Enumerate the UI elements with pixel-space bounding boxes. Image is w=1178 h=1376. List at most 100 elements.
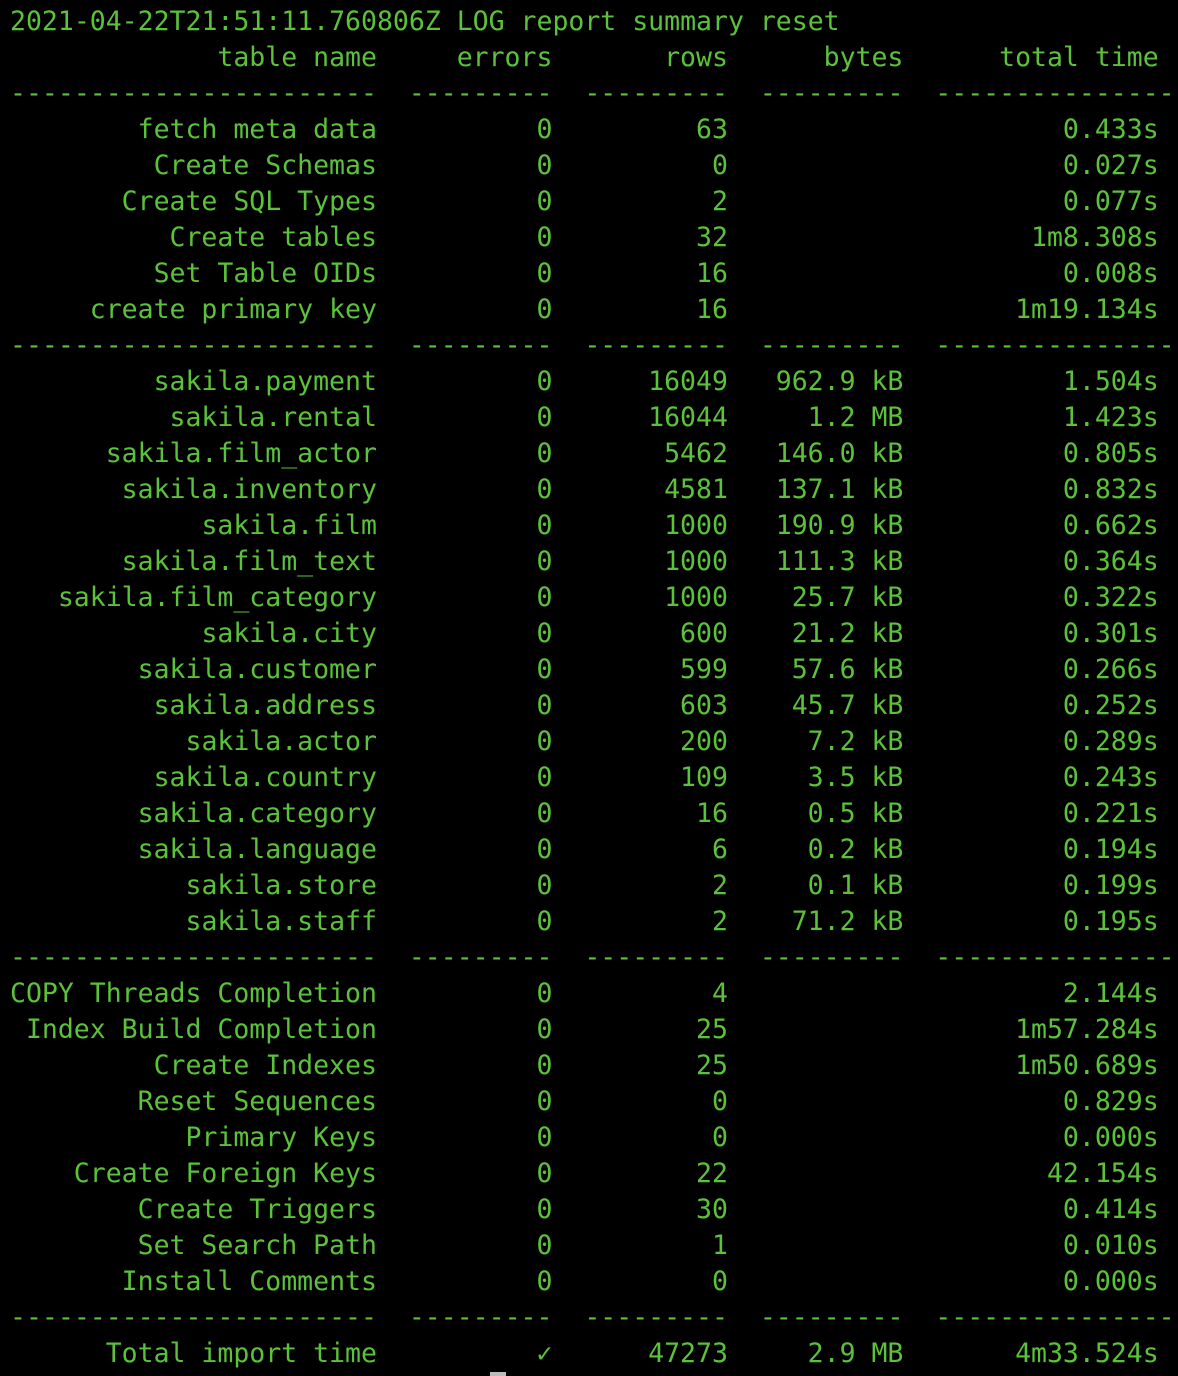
table-row-cell: 7.2 kB bbox=[807, 726, 904, 757]
table-row-cell: 0.221s bbox=[1062, 798, 1159, 829]
table-row: Create Indexes 0 25 1m50.689s bbox=[10, 1048, 1159, 1084]
table-row-cell: 0 bbox=[536, 222, 553, 253]
table-row-cell: 1000 bbox=[664, 510, 728, 541]
table-row: Index Build Completion 0 25 1m57.284s bbox=[10, 1012, 1159, 1048]
separator-row: ----------------------- --------- --------… bbox=[10, 1300, 1175, 1336]
table-row-cell: 0 bbox=[536, 1014, 553, 1045]
table-row-cell: 0.364s bbox=[1062, 546, 1159, 577]
table-row-cell: 0 bbox=[536, 798, 553, 829]
table-row-cell: 16049 bbox=[648, 366, 728, 397]
table-row: Create Triggers 0 30 0.414s bbox=[10, 1192, 1159, 1228]
table-row-cell: 3.5 kB bbox=[807, 762, 904, 793]
table-row-cell: 0 bbox=[536, 402, 553, 433]
table-row-cell: sakila.category bbox=[137, 798, 377, 829]
table-row: Set Table OIDs 0 16 0.008s bbox=[10, 256, 1159, 292]
table-row-cell: 5462 bbox=[664, 438, 728, 469]
table-row-cell: 0 bbox=[536, 1158, 553, 1189]
table-row-cell: 0 bbox=[711, 150, 728, 181]
table-row-cell: 2.144s bbox=[1062, 978, 1159, 1009]
header-row-cell: bytes bbox=[823, 42, 904, 73]
table-row-cell: Create Indexes bbox=[153, 1050, 377, 1081]
header-row-cell: total time bbox=[999, 42, 1159, 73]
table-row-cell: 0.194s bbox=[1062, 834, 1159, 865]
separator-row: ----------------------- --------- --------… bbox=[10, 76, 1175, 112]
table-row-cell: 0 bbox=[536, 1230, 553, 1261]
separator-row-cell: ----------------------- bbox=[10, 330, 377, 361]
table-row-cell: Create Triggers bbox=[137, 1194, 377, 1225]
table-row: Create SQL Types 0 2 0.077s bbox=[10, 184, 1159, 220]
table-row-cell: 0 bbox=[536, 150, 553, 181]
table-row-cell: 0 bbox=[536, 366, 553, 397]
table-row-cell: sakila.film_actor bbox=[105, 438, 377, 469]
separator-row-cell: --------- bbox=[584, 1302, 728, 1333]
table-row-cell: 71.2 kB bbox=[791, 906, 904, 937]
separator-row-cell: --------- bbox=[759, 78, 904, 109]
table-row-cell: 0 bbox=[536, 510, 553, 541]
table-row-cell: 0.832s bbox=[1062, 474, 1159, 505]
table-row-cell: sakila.inventory bbox=[121, 474, 377, 505]
separator-row: ----------------------- --------- --------… bbox=[10, 940, 1175, 976]
table-row: fetch meta data 0 63 0.433s bbox=[10, 112, 1159, 148]
separator-row-cell: --------- bbox=[584, 330, 728, 361]
table-row-cell: 42.154s bbox=[1046, 1158, 1159, 1189]
total-row-cell: 2.9 MB bbox=[807, 1338, 904, 1369]
table-row-cell: 25 bbox=[695, 1014, 728, 1045]
table-row-cell: 0.289s bbox=[1062, 726, 1159, 757]
table-row-cell: 600 bbox=[680, 618, 728, 649]
table-row-cell: 2 bbox=[711, 906, 728, 937]
table-row-cell: 0.301s bbox=[1062, 618, 1159, 649]
table-row-cell: 57.6 kB bbox=[791, 654, 904, 685]
table-row-cell: 1.2 MB bbox=[807, 402, 904, 433]
table-row-cell: Create tables bbox=[169, 222, 377, 253]
table-row: sakila.address 0 603 45.7 kB 0.252s bbox=[10, 688, 1159, 724]
table-row-cell: 1000 bbox=[664, 582, 728, 613]
table-row-cell: 0.077s bbox=[1062, 186, 1159, 217]
total-row-cell: 47273 bbox=[648, 1338, 728, 1369]
separator-row-cell: --------- bbox=[759, 1302, 904, 1333]
table-row: sakila.city 0 600 21.2 kB 0.301s bbox=[10, 616, 1159, 652]
table-row: Create Schemas 0 0 0.027s bbox=[10, 148, 1159, 184]
table-row: COPY Threads Completion 0 4 2.144s bbox=[10, 976, 1159, 1012]
table-row-cell: 0 bbox=[536, 690, 553, 721]
table-row: create primary key 0 16 1m19.134s bbox=[10, 292, 1159, 328]
table-row: sakila.category 0 16 0.5 kB 0.221s bbox=[10, 796, 1159, 832]
separator-row-cell: --------------- bbox=[935, 1302, 1175, 1333]
table-row-cell: sakila.rental bbox=[169, 402, 377, 433]
table-row-cell: Reset Sequences bbox=[137, 1086, 377, 1117]
table-row-cell: 0 bbox=[536, 258, 553, 289]
table-row-cell: Create Foreign Keys bbox=[73, 1158, 377, 1189]
total-row-cell: ✓ bbox=[536, 1338, 553, 1369]
table-row-cell: 0 bbox=[536, 1266, 553, 1297]
separator-row-cell: --------- bbox=[759, 942, 904, 973]
header-row-cell: errors bbox=[456, 42, 553, 73]
table-row-cell: 0 bbox=[711, 1266, 728, 1297]
log-line: 2021-04-22T21:51:11.760806Z LOG report s… bbox=[10, 6, 840, 37]
table-row-cell: 0.433s bbox=[1062, 114, 1159, 145]
table-row-cell: 32 bbox=[695, 222, 728, 253]
table-row-cell: 0.322s bbox=[1062, 582, 1159, 613]
table-row-cell: 0 bbox=[536, 1050, 553, 1081]
separator-row-cell: --------- bbox=[408, 942, 553, 973]
table-row-cell: 0 bbox=[711, 1086, 728, 1117]
table-row-cell: 0 bbox=[536, 654, 553, 685]
table-row-cell: sakila.actor bbox=[185, 726, 377, 757]
table-row: sakila.rental 0 16044 1.2 MB 1.423s bbox=[10, 400, 1159, 436]
table-row-cell: 1m8.308s bbox=[1031, 222, 1159, 253]
total-row-cell: Total import time bbox=[105, 1338, 377, 1369]
table-row-cell: sakila.store bbox=[185, 870, 377, 901]
table-row: sakila.film_actor 0 5462 146.0 kB 0.805s bbox=[10, 436, 1159, 472]
table-row-cell: 0.199s bbox=[1062, 870, 1159, 901]
table-row-cell: sakila.film_category bbox=[57, 582, 377, 613]
table-row: Install Comments 0 0 0.000s bbox=[10, 1264, 1159, 1300]
table-row-cell: 0.1 kB bbox=[807, 870, 904, 901]
table-row-cell: 0.252s bbox=[1062, 690, 1159, 721]
table-row-cell: 1m19.134s bbox=[1015, 294, 1159, 325]
header-row-cell: rows bbox=[664, 42, 728, 73]
table-row-cell: 0 bbox=[536, 618, 553, 649]
separator-row-cell: --------- bbox=[759, 330, 904, 361]
table-row-cell: 190.9 kB bbox=[775, 510, 904, 541]
table-row-cell: 137.1 kB bbox=[775, 474, 904, 505]
table-row-cell: 25 bbox=[695, 1050, 728, 1081]
table-row-cell: 200 bbox=[680, 726, 728, 757]
header-row-cell: table name bbox=[217, 42, 377, 73]
